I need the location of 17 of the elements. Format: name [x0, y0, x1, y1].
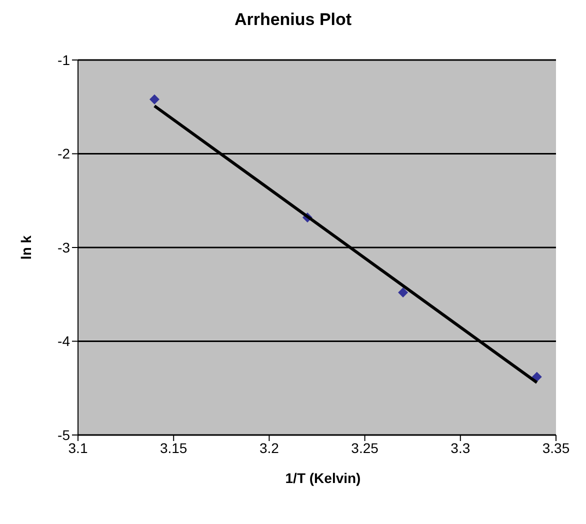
y-tick-label: -2 — [58, 146, 70, 162]
x-axis-title: 1/T (Kelvin) — [284, 470, 362, 486]
x-tick-label: 3.25 — [351, 440, 379, 456]
x-tick-label: 3.3 — [450, 440, 470, 456]
x-tick-label: 3.15 — [160, 440, 188, 456]
x-tick-label: 3.2 — [259, 440, 280, 456]
y-tick-label: -3 — [58, 239, 70, 256]
y-tick-label: -5 — [58, 426, 70, 443]
y-axis-title: ln k — [18, 235, 34, 260]
point — [398, 288, 408, 298]
x-tick-label: 3.1 — [68, 440, 88, 456]
x-tick-label: 3.35 — [542, 440, 570, 456]
y-tick-label: -1 — [58, 52, 70, 68]
point — [149, 94, 160, 104]
point — [532, 372, 542, 382]
chart-title: Arrhenius Plot — [233, 10, 353, 31]
y-tick-label: -4 — [58, 333, 70, 350]
